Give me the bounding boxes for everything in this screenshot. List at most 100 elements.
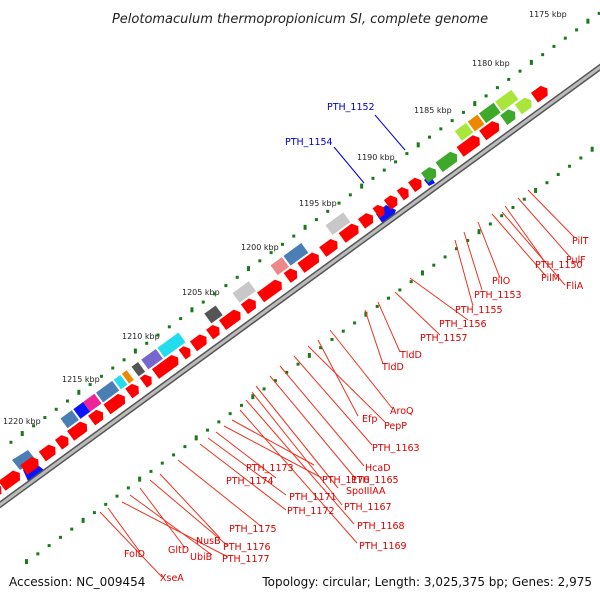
gene-labels: PilT PulF PTH_1150 PilM FliA PilO PTH_11… — [124, 236, 589, 584]
inner-tick — [529, 59, 533, 65]
inner-tick — [235, 275, 239, 279]
scale-tick — [353, 321, 357, 325]
scale-tick — [579, 156, 583, 160]
scale-tick — [194, 435, 198, 441]
scale-tick — [228, 412, 232, 416]
scale-tick — [534, 187, 538, 193]
feature-steel-box — [12, 450, 36, 470]
inner-tick — [552, 44, 556, 48]
cds-arrow — [0, 470, 21, 491]
scale-tick — [58, 535, 62, 539]
scale-tick — [454, 247, 458, 251]
inner-tick — [450, 119, 454, 123]
cds-feature-inner — [467, 114, 485, 132]
genome-backbone — [0, 63, 600, 509]
accession-label: Accession: NC_009454 — [9, 575, 145, 589]
inner-tick — [258, 259, 262, 263]
scale-tick — [126, 486, 130, 490]
scale-tick — [172, 453, 176, 457]
scale-tick — [330, 337, 334, 341]
cds-arrow — [151, 355, 179, 379]
cds-arrow — [396, 187, 409, 201]
cds-feature-inner — [204, 305, 223, 324]
inner-tick — [507, 77, 511, 81]
inner-tick — [337, 201, 341, 205]
cds-feature-inner — [60, 410, 79, 429]
cds-feature-inner — [157, 332, 186, 358]
gene-label: PulF — [566, 255, 586, 266]
scale-tick — [387, 296, 391, 300]
gene-label: PepP — [384, 421, 407, 432]
gene-label: TldD — [399, 350, 422, 361]
map-title: Pelotomaculum thermopropionicum SI, comp… — [112, 12, 488, 27]
scale-tick — [285, 370, 289, 374]
scale-labels: 1175 kbp 1180 kbp 1185 kbp 1190 kbp 1195… — [3, 10, 567, 426]
scale-tick — [500, 214, 504, 218]
inner-tick — [156, 333, 160, 337]
cds-arrow — [219, 309, 241, 330]
cds-feature-inner — [96, 380, 120, 403]
inner-tick — [563, 36, 567, 40]
cds-feature-inner — [479, 102, 501, 124]
inner-tick — [111, 366, 115, 370]
cds-arrow — [456, 135, 480, 157]
inner-tick — [9, 440, 13, 444]
inner-tick — [484, 94, 488, 98]
cds-arrow — [358, 213, 374, 229]
scale-tick — [70, 527, 74, 531]
gene-label: UbiB — [190, 552, 212, 563]
gene-label: PTH_1169 — [359, 541, 407, 552]
cds-feature-inner — [121, 370, 134, 384]
inner-tick — [201, 300, 205, 304]
gene-label: PTH_1177 — [222, 554, 270, 565]
cds-feature-inner — [283, 242, 309, 266]
scale-tick — [36, 552, 40, 556]
scale-tick — [522, 197, 526, 201]
gene-label: PTH_1174 — [226, 476, 274, 487]
scale-tick — [206, 428, 210, 432]
scale-tick — [307, 352, 311, 358]
cds-track — [0, 85, 548, 495]
inner-tick — [428, 135, 432, 139]
cds-feature-inner — [73, 402, 91, 419]
inner-tick — [145, 341, 149, 345]
inner-tick — [43, 416, 47, 420]
scale-tick — [477, 229, 481, 235]
gene-label: SpoIIIAA — [346, 486, 386, 497]
scale-tick — [556, 172, 560, 176]
cds-arrow — [125, 383, 139, 399]
inner-tick — [292, 234, 296, 238]
cds-feature-inner — [495, 89, 519, 112]
cds-arrow — [139, 374, 152, 388]
gene-label: PTH_1150 — [535, 260, 583, 271]
gene-label: PTH_1163 — [372, 443, 420, 454]
inner-tick — [597, 11, 600, 15]
cds-arrow — [103, 393, 126, 415]
inner-tick — [66, 399, 70, 403]
inner-tick — [122, 358, 126, 362]
gene-label: GltD — [168, 545, 189, 556]
leader-line — [374, 114, 406, 151]
leader-lines — [99, 189, 576, 578]
scale-tick — [149, 469, 153, 473]
inner-tick — [394, 160, 398, 164]
cds-arrow — [189, 334, 207, 352]
gene-label: TldD — [381, 362, 404, 373]
cds-arrow — [283, 268, 298, 283]
cds-feature-inner — [454, 122, 474, 141]
cds-arrow — [319, 238, 338, 257]
cds-arrow — [67, 421, 88, 441]
cds-feature-inner — [141, 349, 163, 370]
cds-arrow — [372, 204, 385, 219]
gene-label: PTH_1156 — [439, 319, 487, 330]
gene-label: PTH_1173 — [246, 463, 294, 474]
inner-tick — [416, 142, 420, 148]
inner-tick — [575, 28, 579, 32]
cds-arrow — [408, 177, 422, 193]
inner-tick — [213, 292, 217, 296]
inner-tick — [473, 101, 477, 107]
gene-label: PTH_1157 — [420, 333, 468, 344]
inner-tick — [99, 374, 103, 378]
cds-arrow — [0, 486, 2, 495]
scale-tick — [568, 164, 572, 168]
